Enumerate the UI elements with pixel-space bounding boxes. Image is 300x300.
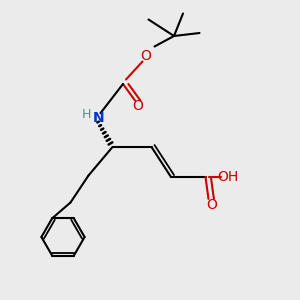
Text: H: H bbox=[82, 108, 91, 122]
Text: O: O bbox=[133, 100, 143, 113]
Text: N: N bbox=[93, 112, 105, 125]
Text: O: O bbox=[206, 198, 217, 212]
Text: O: O bbox=[140, 49, 151, 62]
Text: OH: OH bbox=[218, 170, 239, 184]
